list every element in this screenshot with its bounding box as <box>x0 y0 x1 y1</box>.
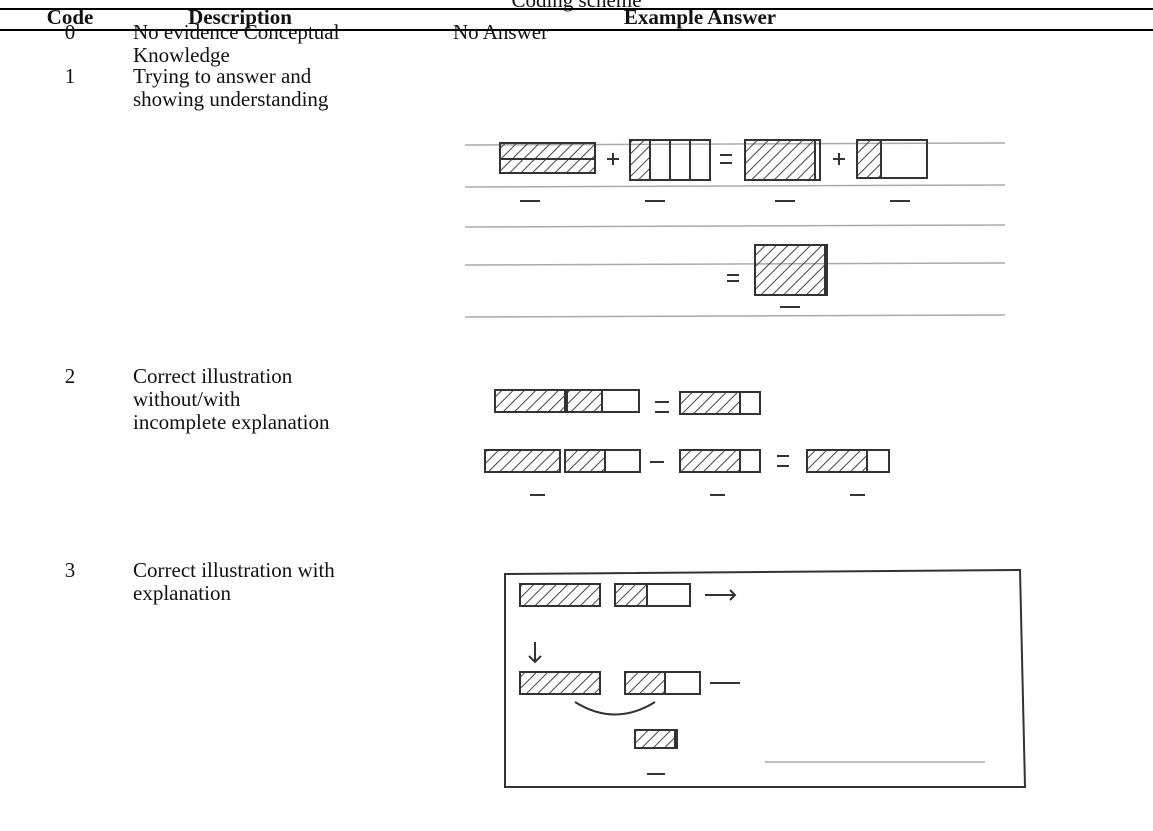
description: Correct illustration <box>133 364 293 388</box>
code: 3 <box>64 558 76 582</box>
code: 1 <box>64 64 76 88</box>
description: Trying to answer and <box>133 64 312 88</box>
code: 0 <box>64 20 76 44</box>
description: No evidence Conceptual <box>133 20 340 44</box>
header-rule <box>0 29 1153 31</box>
description: explanation <box>133 581 231 605</box>
code: 2 <box>64 364 76 388</box>
description: showing understanding <box>133 87 329 111</box>
top-rule <box>0 8 1153 10</box>
example-image <box>465 139 1006 318</box>
header: Code <box>46 5 94 29</box>
description: Knowledge <box>133 43 230 67</box>
description: incomplete explanation <box>133 410 330 434</box>
description: without/with <box>133 387 241 411</box>
header: Description <box>188 5 292 29</box>
header: Example Answer <box>623 5 777 29</box>
description: Correct illustration with <box>133 558 335 582</box>
example-image <box>504 568 1027 788</box>
example: No Answer <box>453 20 549 44</box>
table-title: Coding scheme <box>511 0 642 12</box>
example-image <box>484 389 890 496</box>
